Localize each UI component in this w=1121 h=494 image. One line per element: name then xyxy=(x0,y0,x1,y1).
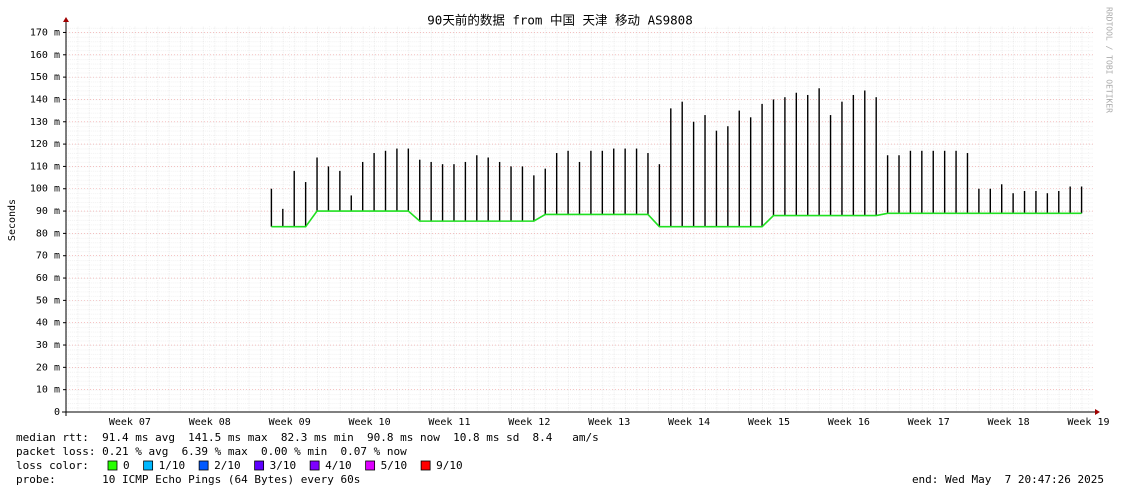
probe-line: probe: 10 ICMP Echo Pings (64 Bytes) eve… xyxy=(16,473,360,486)
loss-legend-label: 3/10 xyxy=(270,459,297,472)
y-tick-label: 100 m xyxy=(30,184,60,195)
loss-legend-label: 9/10 xyxy=(436,459,463,472)
x-tick-label: Week 09 xyxy=(269,417,311,428)
loss-legend-label: 0 xyxy=(123,459,130,472)
end-time: end: Wed May 7 20:47:26 2025 xyxy=(912,473,1104,486)
loss-swatch xyxy=(420,460,431,471)
x-tick-label: Week 14 xyxy=(668,417,710,428)
x-tick-label: Week 15 xyxy=(748,417,790,428)
stats-line: median rtt: 91.4 ms avg 141.5 ms max 82.… xyxy=(16,431,599,444)
side-note: RRDTOOL / TOBI OETIKER xyxy=(1105,7,1114,113)
y-tick-label: 40 m xyxy=(36,318,60,329)
y-tick-label: 0 xyxy=(54,407,60,418)
y-tick-label: 170 m xyxy=(30,27,60,38)
loss-legend-label: 1/10 xyxy=(159,459,186,472)
y-tick-label: 70 m xyxy=(36,251,60,262)
x-tick-label: Week 10 xyxy=(348,417,390,428)
y-tick-label: 90 m xyxy=(36,206,60,217)
median-line xyxy=(271,210,1082,228)
x-tick-label: Week 19 xyxy=(1067,417,1109,428)
loss-swatch xyxy=(198,460,209,471)
loss-legend-label: 4/10 xyxy=(325,459,352,472)
y-axis-label: Seconds xyxy=(7,199,18,241)
loss-legend-label: 5/10 xyxy=(381,459,408,472)
y-tick-label: 60 m xyxy=(36,273,60,284)
x-tick-label: Week 16 xyxy=(828,417,870,428)
y-tick-label: 140 m xyxy=(30,94,60,105)
loss-swatch xyxy=(143,460,154,471)
loss-swatch xyxy=(365,460,376,471)
y-tick-label: 30 m xyxy=(36,340,60,351)
y-arrow xyxy=(63,17,69,22)
loss-legend-label: 2/10 xyxy=(214,459,241,472)
y-tick-label: 10 m xyxy=(36,385,60,396)
x-tick-label: Week 12 xyxy=(508,417,550,428)
x-tick-label: Week 11 xyxy=(428,417,470,428)
x-tick-label: Week 13 xyxy=(588,417,630,428)
chart-title: 90天前的数据 from 中国 天津 移动 AS9808 xyxy=(427,13,692,28)
x-tick-label: Week 07 xyxy=(109,417,151,428)
y-tick-label: 120 m xyxy=(30,139,60,150)
y-tick-label: 110 m xyxy=(30,161,60,172)
x-tick-label: Week 18 xyxy=(987,417,1029,428)
loss-swatch xyxy=(107,460,118,471)
y-tick-label: 130 m xyxy=(30,117,60,128)
x-arrow xyxy=(1095,409,1100,415)
x-tick-label: Week 17 xyxy=(908,417,950,428)
loss-label: loss color: xyxy=(16,459,89,472)
x-tick-label: Week 08 xyxy=(189,417,231,428)
loss-swatch xyxy=(309,460,320,471)
minor-grid xyxy=(66,26,1093,412)
y-tick-label: 80 m xyxy=(36,228,60,239)
y-tick-label: 150 m xyxy=(30,72,60,83)
y-tick-label: 20 m xyxy=(36,362,60,373)
y-tick-label: 50 m xyxy=(36,295,60,306)
stats-line: packet loss: 0.21 % avg 6.39 % max 0.00 … xyxy=(16,445,407,458)
loss-swatch xyxy=(254,460,265,471)
y-tick-label: 160 m xyxy=(30,50,60,61)
